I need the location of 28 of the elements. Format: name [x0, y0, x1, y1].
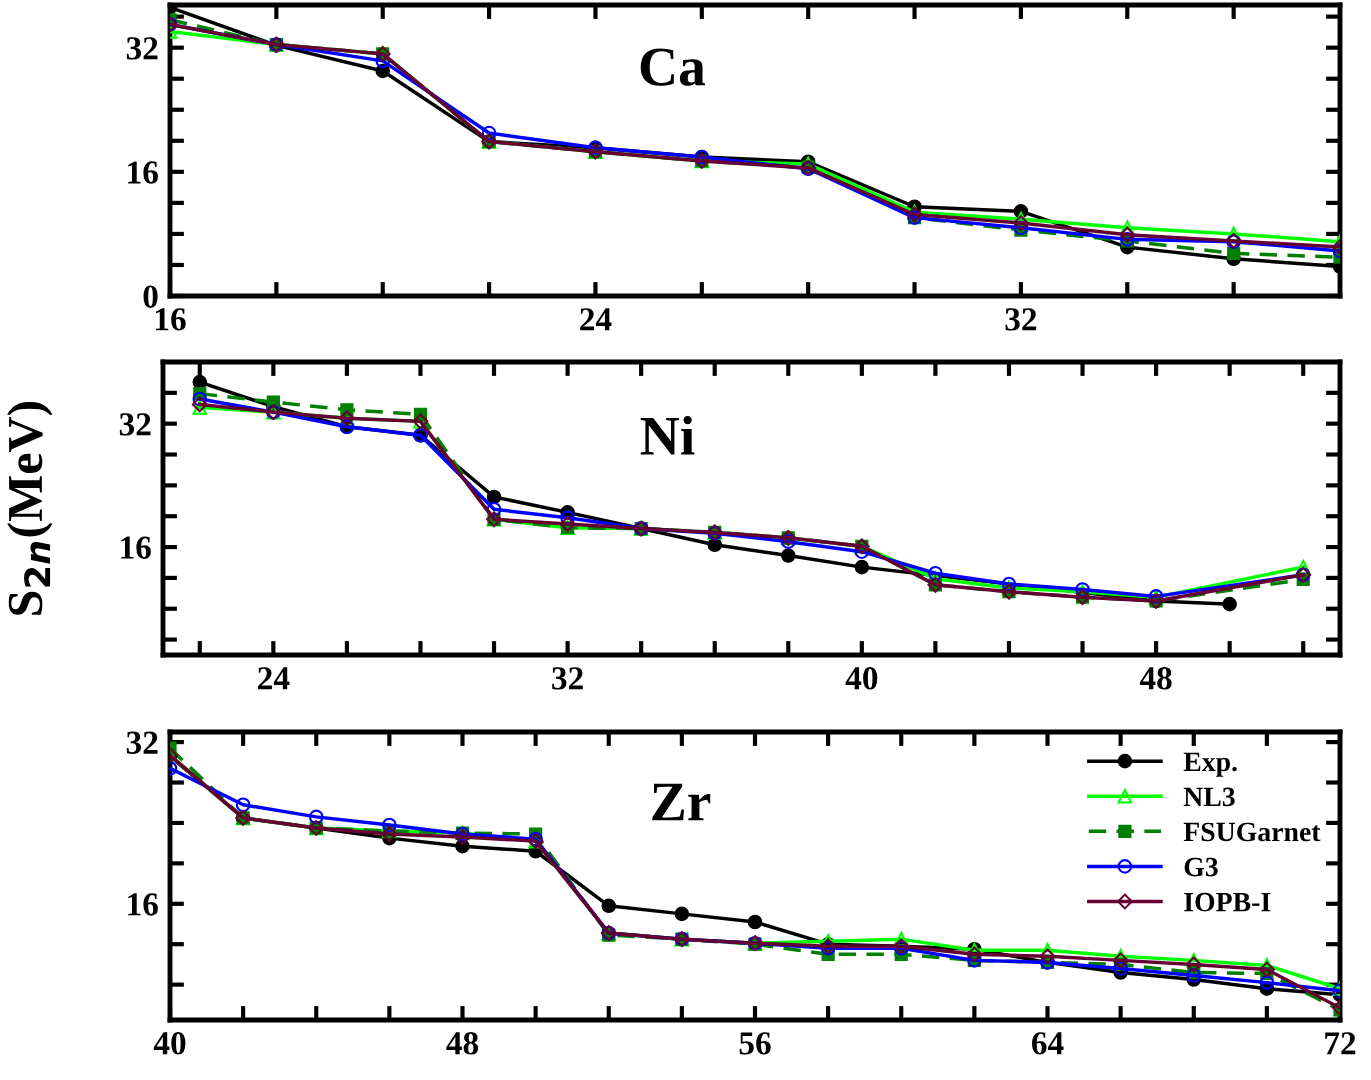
x-tick-label: 56	[739, 1032, 771, 1055]
x-tick-label: 72	[1325, 1032, 1356, 1055]
text: Zr	[652, 783, 711, 821]
y-tick-label: 0	[143, 285, 158, 308]
y-tick-label: 32	[126, 37, 158, 60]
y-tick-label: 32	[126, 731, 158, 754]
text: Ca	[640, 48, 706, 86]
legend-label: G3	[1184, 857, 1218, 877]
legend-label: IOPB-I	[1184, 892, 1271, 912]
y-tick-label: 16	[128, 893, 158, 916]
legend-label: FSUGarnet	[1183, 822, 1321, 842]
x-tick-label: 48	[446, 1032, 479, 1055]
x-tick-label: 24	[580, 308, 612, 331]
legend-label: Exp.	[1183, 752, 1237, 777]
text: Ni	[640, 415, 695, 455]
x-tick-label: 64	[1031, 1032, 1064, 1055]
y-tick-label: 16	[121, 536, 151, 559]
y-tick-label: 16	[128, 161, 158, 184]
x-tick-label: 24	[258, 667, 290, 690]
x-tick-label: 16	[156, 308, 186, 331]
x-tick-label: 40	[153, 1032, 186, 1055]
x-tick-label: 32	[1005, 308, 1037, 331]
y-tick-label: 32	[119, 413, 151, 436]
y-axis-title: S$_{2n}$(MeV)	[7, 401, 53, 615]
legend-label: NL3	[1183, 787, 1235, 807]
x-tick-label: 32	[552, 667, 583, 690]
x-tick-label: 40	[845, 667, 878, 690]
x-tick-label: 48	[1139, 667, 1172, 690]
